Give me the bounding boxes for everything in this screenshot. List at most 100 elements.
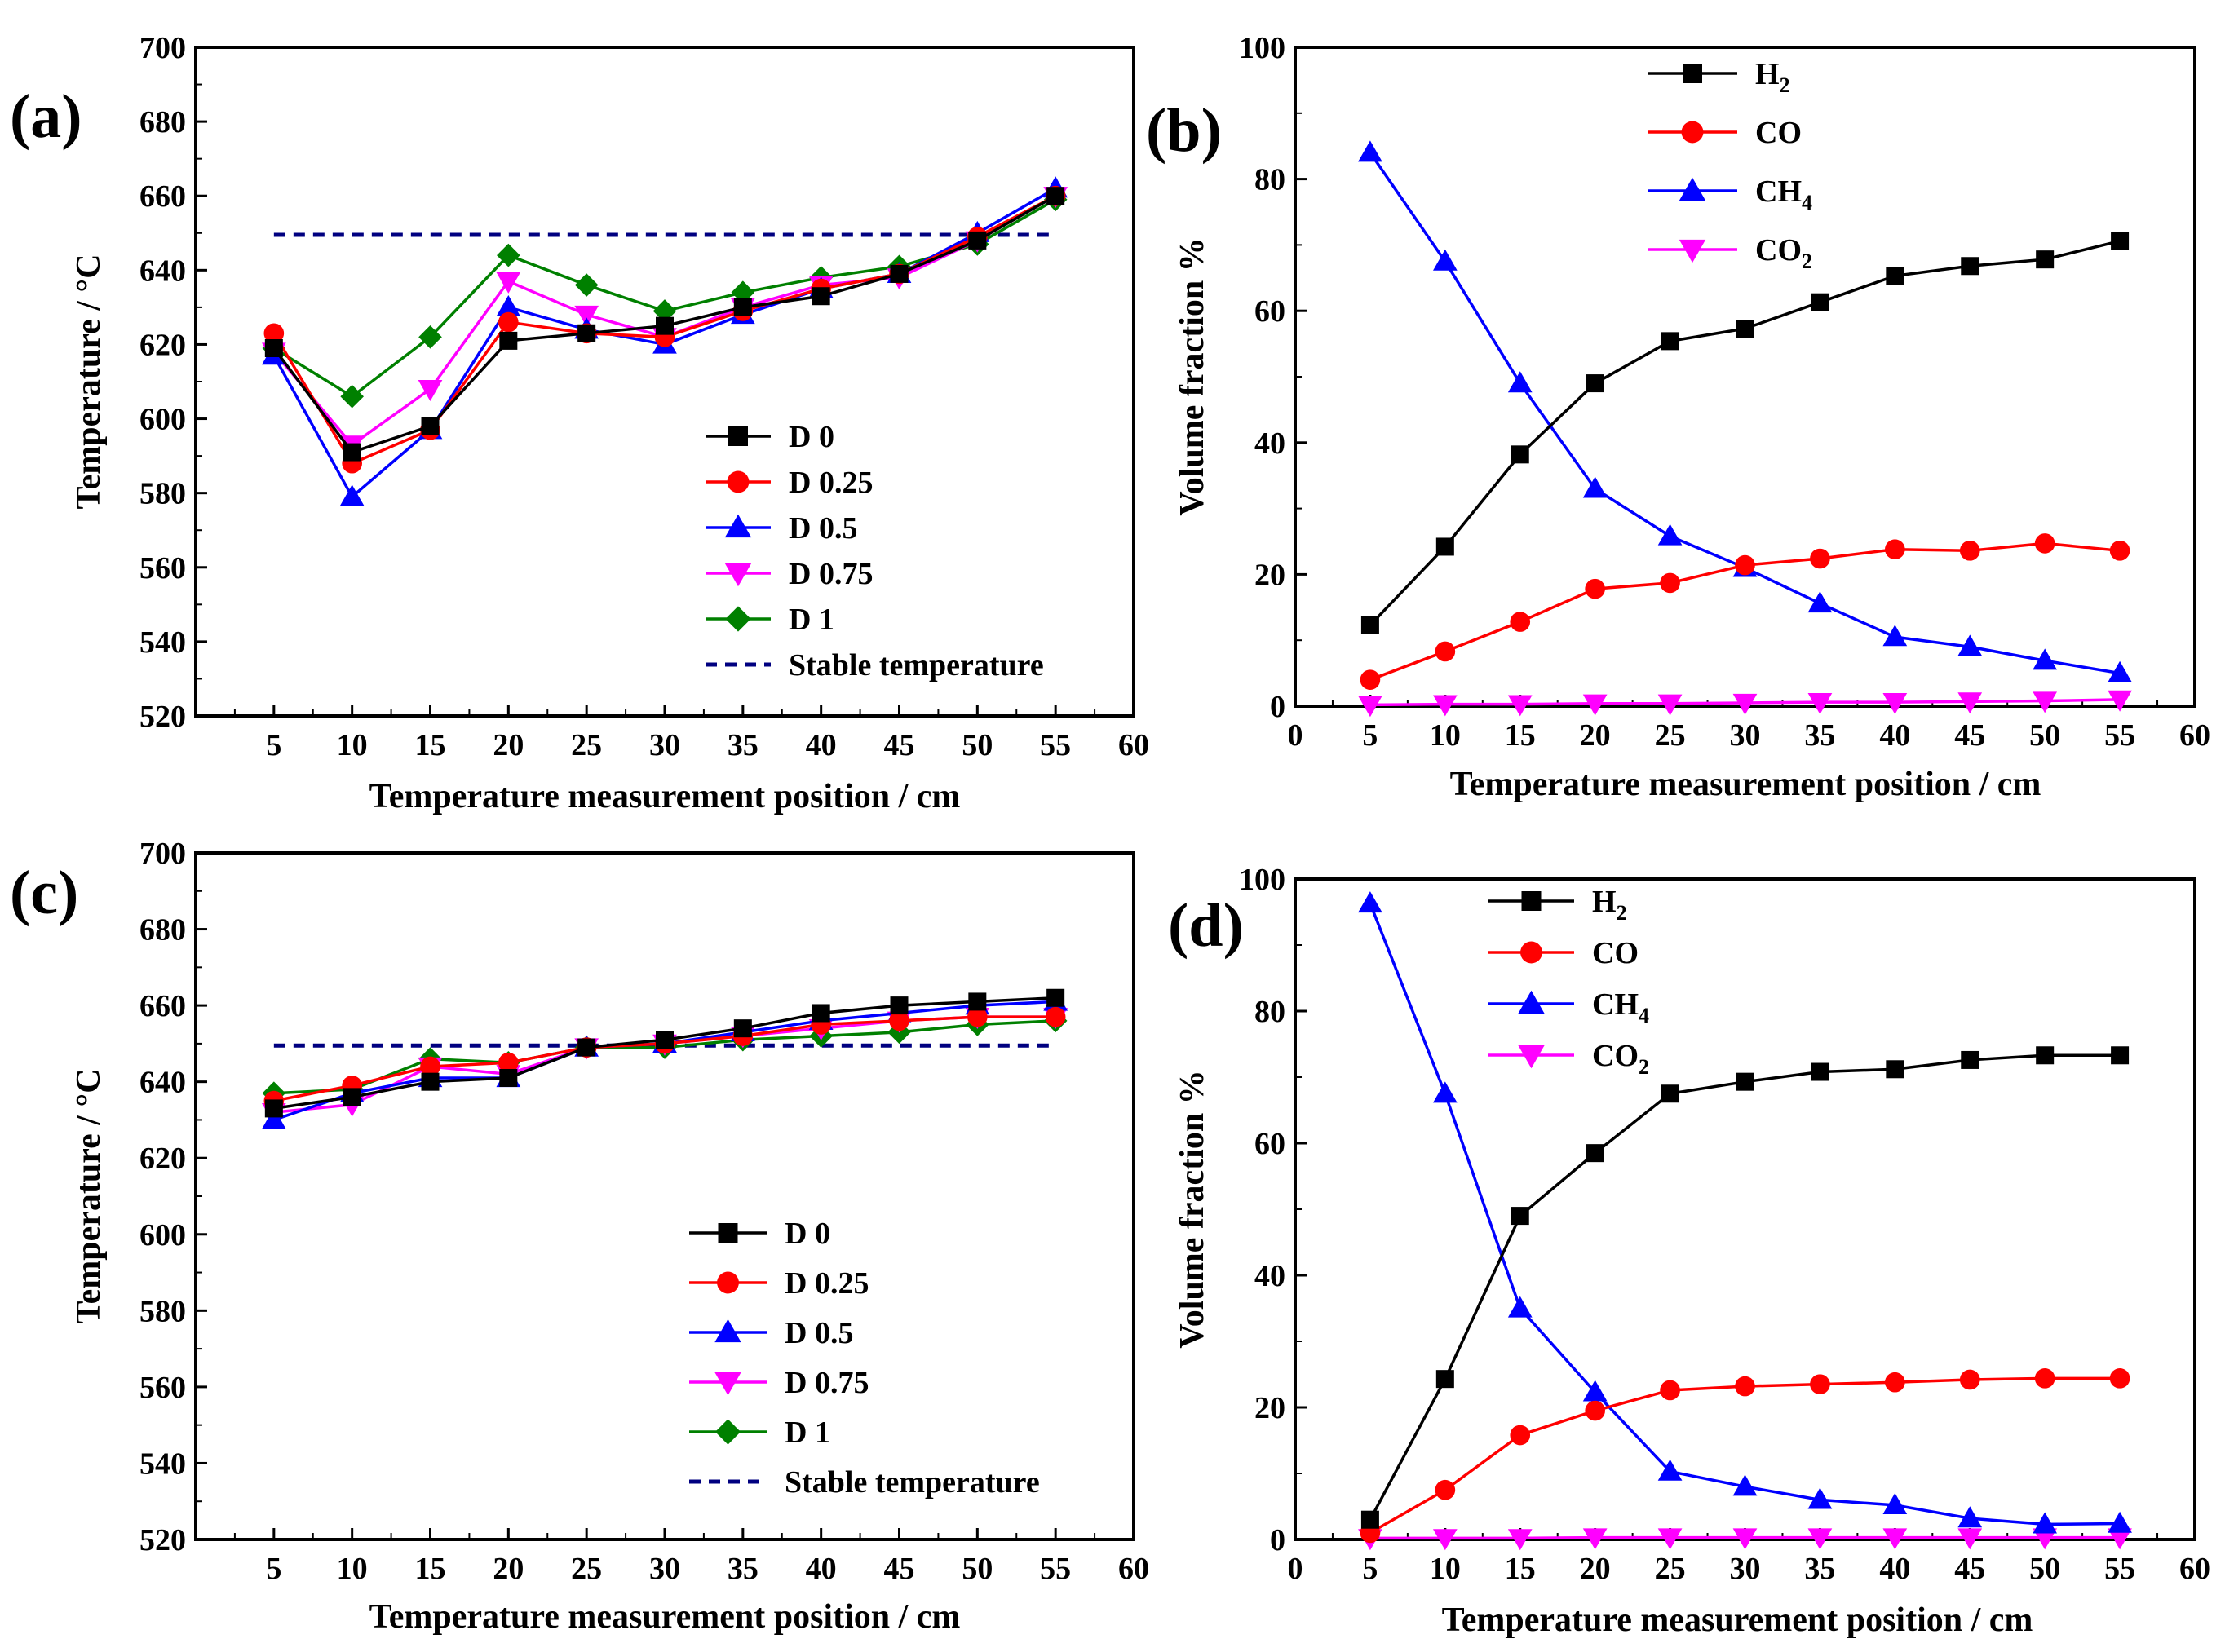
data-point — [1961, 1050, 1979, 1069]
data-point — [812, 1004, 830, 1023]
y-tick-label: 640 — [139, 1066, 186, 1100]
legend-label: CO — [1592, 936, 1639, 970]
legend-item: Stable temperature — [689, 1465, 1040, 1500]
data-point — [1661, 332, 1679, 351]
data-point — [420, 1056, 440, 1077]
legend-marker — [1518, 990, 1545, 1014]
legend-item: CH4 — [1488, 987, 1649, 1027]
x-tick-label: 10 — [337, 728, 368, 762]
x-tick-label: 35 — [728, 728, 759, 762]
data-point — [890, 996, 909, 1015]
x-tick-label: 15 — [415, 1552, 446, 1586]
legend-marker — [714, 1372, 741, 1396]
legend-label: D 1 — [789, 603, 834, 637]
data-point — [2108, 660, 2132, 682]
x-tick-label: 5 — [266, 728, 281, 762]
x-tick-label: 25 — [571, 1552, 602, 1586]
data-point — [1358, 891, 1382, 913]
x-tick-label: 5 — [1362, 718, 1378, 753]
legend-marker — [1520, 941, 1542, 964]
data-point — [263, 323, 285, 344]
y-tick-label: 60 — [1254, 1127, 1285, 1161]
data-point — [1810, 1374, 1830, 1394]
data-point — [1582, 1380, 1608, 1402]
legend-marker — [725, 606, 751, 632]
data-point — [1358, 140, 1382, 162]
y-tick-label: 520 — [139, 1523, 186, 1557]
legend-item: D 1 — [706, 603, 834, 637]
y-tick-label: 700 — [139, 31, 186, 65]
data-point — [1660, 572, 1680, 594]
data-point — [2111, 232, 2130, 250]
x-axis-label-c: Temperature measurement position / cm — [369, 1598, 961, 1636]
legend-label: H2 — [1755, 57, 1790, 97]
x-tick-label: 20 — [1580, 1552, 1611, 1586]
legend-marker — [724, 514, 752, 538]
data-point — [574, 273, 599, 297]
data-point — [343, 443, 361, 462]
data-point — [1507, 1296, 1533, 1318]
data-point — [1432, 1529, 1458, 1551]
data-point — [1046, 988, 1065, 1007]
data-point — [264, 1099, 283, 1118]
x-tick-label: 60 — [1118, 728, 1149, 762]
data-point — [1959, 1369, 1980, 1390]
y-tick-label: 20 — [1254, 1391, 1285, 1425]
legend-label: D 0.5 — [785, 1316, 853, 1350]
x-tick-label: 15 — [1505, 718, 1536, 753]
data-point — [1657, 694, 1683, 716]
x-tick-label: 60 — [2179, 718, 2210, 753]
x-tick-label: 35 — [1804, 718, 1835, 753]
data-point — [1435, 537, 1454, 556]
data-point — [1885, 539, 1905, 560]
panel-label-a: (a) — [10, 82, 82, 151]
data-point — [1360, 669, 1381, 690]
legend-label: CO2 — [1755, 233, 1812, 273]
legend-item: CO — [1488, 936, 1639, 970]
x-tick-label: 5 — [266, 1552, 281, 1586]
data-point — [2036, 250, 2055, 269]
data-point — [577, 324, 596, 342]
data-point — [496, 295, 521, 317]
data-point — [2109, 1368, 2130, 1389]
y-tick-label: 600 — [139, 403, 186, 437]
data-point — [1511, 445, 1529, 464]
x-tick-label: 25 — [571, 728, 602, 762]
legend-marker — [718, 1223, 738, 1243]
y-tick-label: 40 — [1254, 1259, 1285, 1293]
x-tick-label: 10 — [337, 1552, 368, 1586]
legend-marker — [1679, 239, 1706, 263]
data-point — [1660, 1380, 1680, 1401]
data-point — [498, 1052, 519, 1073]
data-point — [1885, 1372, 1905, 1393]
data-point — [1582, 694, 1608, 716]
y-tick-label: 640 — [139, 254, 186, 288]
legend-item: D 0.75 — [706, 557, 873, 591]
data-point — [1882, 1493, 1908, 1515]
data-point — [1432, 1081, 1458, 1103]
data-point — [1959, 540, 1980, 561]
x-tick-label: 55 — [2104, 1552, 2135, 1586]
data-point — [2108, 690, 2132, 712]
y-tick-label: 0 — [1270, 690, 1285, 724]
data-point — [418, 379, 443, 401]
data-point — [733, 1019, 752, 1038]
legend-item: CO2 — [1648, 233, 1812, 273]
x-tick-label: 50 — [2029, 1552, 2060, 1586]
y-tick-label: 580 — [139, 1294, 186, 1328]
legend-item: CO — [1648, 116, 1802, 150]
data-point — [1657, 523, 1683, 546]
legend-label: D 0.5 — [789, 511, 857, 546]
legend-marker — [727, 470, 750, 493]
data-point — [2033, 1512, 2058, 1534]
chart-panel-c: 5 10 15 20 25 30 35 40 45 50 55 60 520 540 560 580 600 62… — [10, 837, 1149, 1636]
x-tick-label: 0 — [1288, 1552, 1303, 1586]
legend-label: D 0 — [785, 1217, 830, 1251]
x-tick-label: 20 — [493, 1552, 524, 1586]
data-point — [733, 298, 752, 316]
data-point — [498, 311, 519, 333]
data-point — [1661, 1084, 1679, 1103]
data-point — [1432, 695, 1458, 717]
legend-label: Stable temperature — [785, 1465, 1040, 1500]
